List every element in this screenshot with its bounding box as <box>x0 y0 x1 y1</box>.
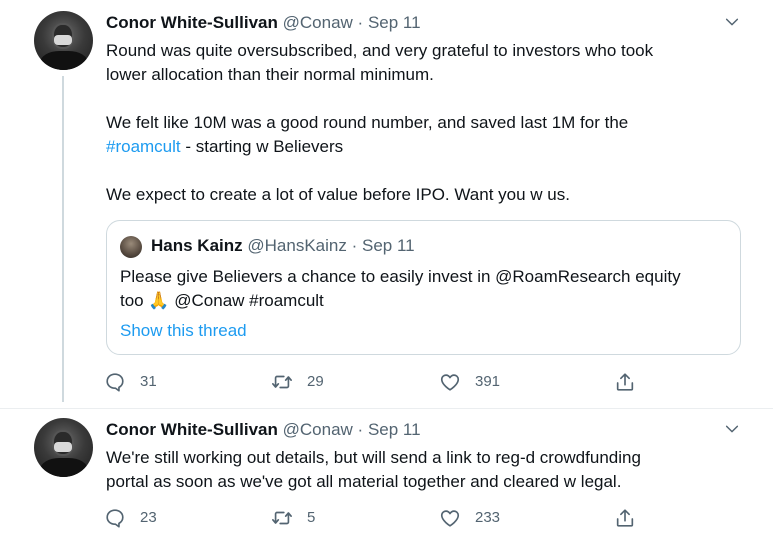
reply-count: 23 <box>140 509 157 526</box>
separator-dot: · <box>351 236 358 255</box>
reply-count: 31 <box>140 373 157 390</box>
retweet-icon <box>272 375 292 389</box>
reply-icon <box>106 509 124 528</box>
quoted-tweet[interactable]: Hans Kainz @HansKainz · Sep 11 Please gi… <box>106 220 741 355</box>
share-icon <box>616 373 634 391</box>
tweet-text-line: portal as soon as we've got all material… <box>106 472 622 491</box>
hashtag-link[interactable]: #roamcult <box>106 137 181 156</box>
tweet-date[interactable]: Sep 11 <box>367 13 421 32</box>
tweet[interactable]: Conor White-Sullivan @Conaw · Sep 11 We'… <box>0 408 773 543</box>
quoted-date[interactable]: Sep 11 <box>361 236 415 255</box>
quoted-text-line: Please give Believers a chance to easily… <box>120 267 681 286</box>
thread-connector-line <box>62 76 64 402</box>
quoted-avatar[interactable] <box>120 236 142 258</box>
retweet-count: 5 <box>307 509 316 526</box>
tweet-date[interactable]: Sep 11 <box>367 420 421 439</box>
heart-icon <box>440 510 460 527</box>
tweet-text-line: We're still working out details, but wil… <box>106 448 641 467</box>
retweet-icon <box>272 511 292 525</box>
tweet-header: Conor White-Sullivan @Conaw · Sep 11 <box>106 419 421 441</box>
chevron-down-icon[interactable] <box>724 421 740 437</box>
retweet-button[interactable]: 5 <box>271 507 315 529</box>
like-button[interactable]: 391 <box>439 371 500 393</box>
tweet-text: Round was quite oversubscribed, and very… <box>106 39 746 207</box>
reply-button[interactable]: 23 <box>104 507 157 529</box>
share-icon <box>616 509 634 527</box>
separator-dot: · <box>357 13 364 32</box>
avatar[interactable] <box>34 11 93 70</box>
author-handle[interactable]: @Conaw <box>282 13 353 32</box>
quoted-text-line: too 🙏 @Conaw #roamcult <box>120 291 324 310</box>
quoted-header: Hans Kainz @HansKainz · Sep 11 <box>151 235 415 257</box>
tweet-text-line: lower allocation than their normal minim… <box>106 65 434 84</box>
reply-icon <box>106 373 124 392</box>
chevron-down-icon[interactable] <box>724 14 740 30</box>
show-thread-link[interactable]: Show this thread <box>120 321 247 340</box>
tweet-actions: 23 5 233 <box>104 507 644 529</box>
retweet-count: 29 <box>307 373 324 390</box>
tweet-text-line: Round was quite oversubscribed, and very… <box>106 41 654 60</box>
tweet-actions: 31 29 391 <box>104 371 644 393</box>
retweet-button[interactable]: 29 <box>271 371 324 393</box>
share-button[interactable] <box>614 507 636 529</box>
author-name[interactable]: Conor White-Sullivan <box>106 420 278 439</box>
tweet-text-line: We expect to create a lot of value befor… <box>106 185 570 204</box>
quoted-author-handle[interactable]: @HansKainz <box>247 236 347 255</box>
tweet[interactable]: Conor White-Sullivan @Conaw · Sep 11 Rou… <box>0 0 773 408</box>
quoted-text: Please give Believers a chance to easily… <box>120 265 730 313</box>
tweet-text-line: We felt like 10M was a good round number… <box>106 113 629 132</box>
like-count: 233 <box>475 509 501 526</box>
tweet-text: We're still working out details, but wil… <box>106 446 746 494</box>
like-count: 391 <box>475 373 501 390</box>
heart-icon <box>440 374 460 391</box>
tweet-text-line: - starting w Believers <box>180 137 344 156</box>
tweet-header: Conor White-Sullivan @Conaw · Sep 11 <box>106 12 421 34</box>
author-name[interactable]: Conor White-Sullivan <box>106 13 278 32</box>
share-button[interactable] <box>614 371 636 393</box>
author-handle[interactable]: @Conaw <box>282 420 353 439</box>
separator-dot: · <box>357 420 364 439</box>
avatar[interactable] <box>34 418 93 477</box>
reply-button[interactable]: 31 <box>104 371 157 393</box>
quoted-author-name[interactable]: Hans Kainz <box>151 236 243 255</box>
like-button[interactable]: 233 <box>439 507 500 529</box>
